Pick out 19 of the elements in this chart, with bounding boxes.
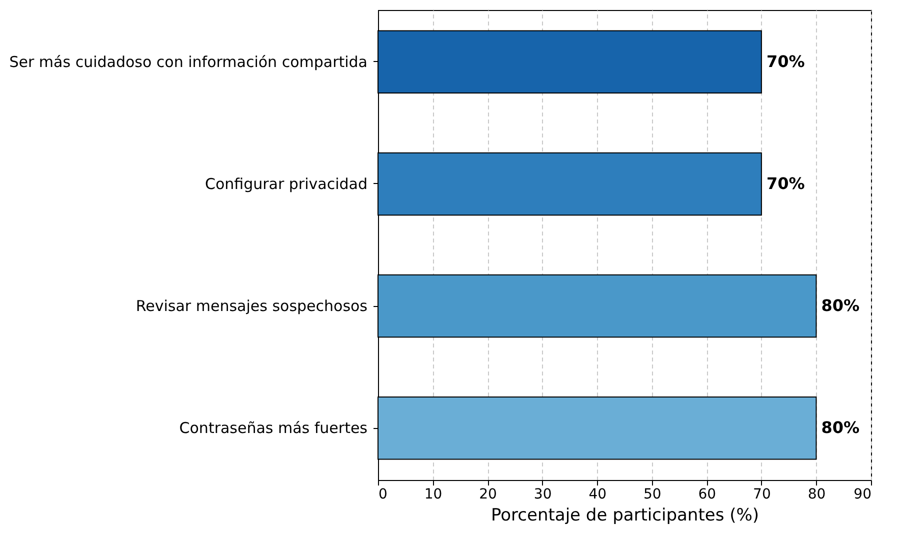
x-tick-label: 10 [424,486,442,502]
y-tick-label: Contraseñas más fuertes [179,419,368,438]
y-tick-label: Revisar mensajes sospechosos [136,297,368,316]
data-label: 80% [821,418,860,438]
x-tick-label: 0 [378,486,388,502]
x-tick-label: 50 [643,486,662,502]
x-tick-label: 80 [808,486,826,502]
x-tick-label: 40 [588,486,607,502]
data-label: 70% [766,52,805,71]
x-tick-label: 70 [753,486,771,502]
x-tick-label: 60 [698,486,716,502]
x-tick-label: 20 [479,486,497,502]
x-tick-label: 30 [534,486,552,502]
x-tick-label: 90 [854,486,872,502]
y-tick-label: Configurar privacidad [204,174,368,193]
data-label: 70% [766,174,805,193]
data-label: 80% [821,296,860,316]
x-axis-title: Porcentaje de participantes (%) [490,506,760,526]
y-tick-label: Ser más cuidadoso con información compartida [9,52,368,71]
